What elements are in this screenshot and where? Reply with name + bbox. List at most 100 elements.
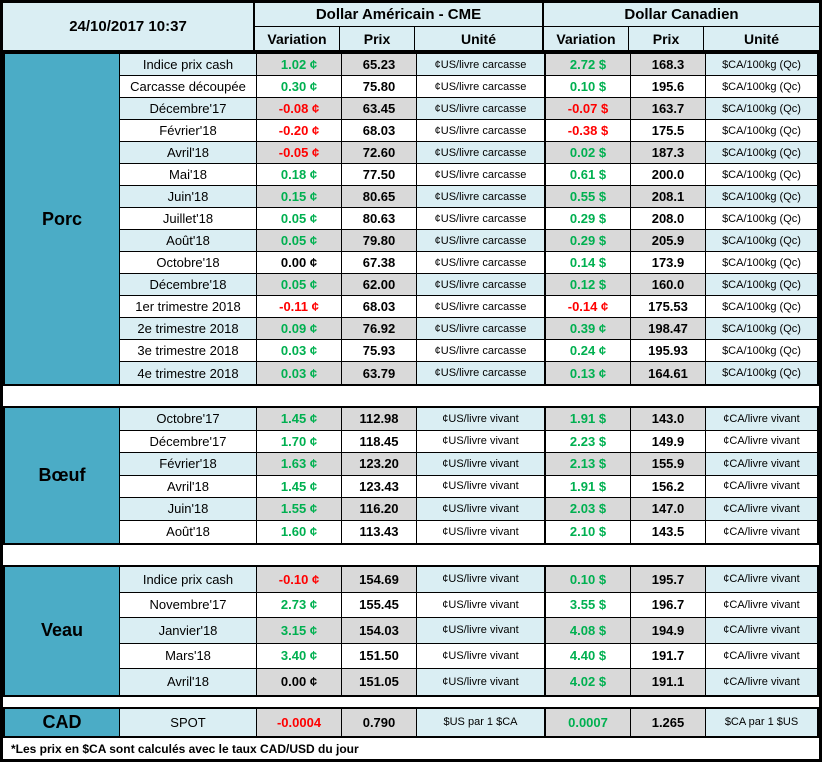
us-variation: -0.20 ¢ xyxy=(257,120,342,142)
us-unit: ¢US/livre vivant xyxy=(417,618,546,644)
ca-unit: ¢CA/livre vivant xyxy=(706,431,817,453)
row-label: SPOT xyxy=(120,708,257,736)
us-unit: ¢US/livre carcasse xyxy=(417,296,546,318)
us-price: 77.50 xyxy=(342,164,417,186)
ca-variation: 1.91 $ xyxy=(546,475,631,498)
ca-unit: $CA/100kg (Qc) xyxy=(706,164,817,186)
ca-dollar-group-header: Dollar Canadien xyxy=(544,3,819,27)
us-variation: -0.08 ¢ xyxy=(257,98,342,120)
us-unit: ¢US/livre carcasse xyxy=(417,274,546,296)
us-variation: 0.05 ¢ xyxy=(257,274,342,296)
ca-price: 143.0 xyxy=(631,408,706,431)
report-datetime: 24/10/2017 10:37 xyxy=(3,3,255,50)
ca-price: 155.9 xyxy=(631,453,706,476)
section-label-cad: CAD xyxy=(5,708,120,736)
us-price: 72.60 xyxy=(342,142,417,164)
us-price: 63.45 xyxy=(342,98,417,120)
us-unit: ¢US/livre vivant xyxy=(417,643,546,669)
ca-unit: $CA/100kg (Qc) xyxy=(706,296,817,318)
ca-unit: $CA/100kg (Qc) xyxy=(706,274,817,296)
section-gap xyxy=(3,386,819,406)
ca-unit: $CA/100kg (Qc) xyxy=(706,186,817,208)
ca-price: 191.1 xyxy=(631,669,706,695)
ca-unit: ¢CA/livre vivant xyxy=(706,498,817,521)
ca-variation: 0.29 $ xyxy=(546,230,631,252)
ca-variation: 0.55 $ xyxy=(546,186,631,208)
ca-price: 149.9 xyxy=(631,430,706,453)
us-variation: 1.45 ¢ xyxy=(257,408,342,431)
us-price: 75.80 xyxy=(342,76,417,98)
us-price: 123.43 xyxy=(342,475,417,498)
row-label: Avril'18 xyxy=(120,669,257,695)
section-gap xyxy=(3,696,819,707)
us-price: 79.80 xyxy=(342,230,417,252)
ca-price: 195.6 xyxy=(631,76,706,98)
ca-variation: -0.38 $ xyxy=(546,120,631,142)
ca-unit: $CA/100kg (Qc) xyxy=(706,98,817,120)
ca-price: 196.7 xyxy=(631,592,706,618)
row-label: Décembre'17 xyxy=(120,98,257,120)
us-price: 67.38 xyxy=(342,252,417,274)
us-variation: 0.05 ¢ xyxy=(257,208,342,230)
ca-price: 147.0 xyxy=(631,498,706,521)
us-variation: 0.00 ¢ xyxy=(257,669,342,695)
row-label: Août'18 xyxy=(120,230,257,252)
ca-price: 195.7 xyxy=(631,567,706,593)
ca-variation: 4.40 $ xyxy=(546,643,631,669)
row-label: 4e trimestre 2018 xyxy=(120,362,257,384)
row-label: Octobre'17 xyxy=(120,408,257,431)
us-price: 113.43 xyxy=(342,520,417,543)
ca-variation: 2.23 $ xyxy=(546,430,631,453)
ca-price: 195.93 xyxy=(631,340,706,362)
ca-variation: -0.07 $ xyxy=(546,98,631,120)
ca-variation: 4.08 $ xyxy=(546,618,631,644)
us-variation: 2.73 ¢ xyxy=(257,592,342,618)
us-unit: ¢US/livre carcasse xyxy=(417,164,546,186)
us-price: 65.23 xyxy=(342,54,417,76)
us-variation: 0.30 ¢ xyxy=(257,76,342,98)
ca-price: 160.0 xyxy=(631,274,706,296)
us-unit: ¢US/livre vivant xyxy=(417,408,546,431)
ca-unit: ¢CA/livre vivant xyxy=(706,618,817,644)
ca-variation: 3.55 $ xyxy=(546,592,631,618)
row-label: Août'18 xyxy=(120,520,257,543)
ca-variation: 0.10 $ xyxy=(546,76,631,98)
row-label: Février'18 xyxy=(120,120,257,142)
us-unit: ¢US/livre carcasse xyxy=(417,252,546,274)
ca-unit: ¢CA/livre vivant xyxy=(706,567,817,593)
ca-price: 205.9 xyxy=(631,230,706,252)
row-label: Octobre'18 xyxy=(120,252,257,274)
ca-variation: 2.10 $ xyxy=(546,520,631,543)
us-unit: ¢US/livre carcasse xyxy=(417,142,546,164)
us-price: 75.93 xyxy=(342,340,417,362)
ca-unit: $CA/100kg (Qc) xyxy=(706,54,817,76)
us-variation: 3.40 ¢ xyxy=(257,643,342,669)
ca-prix-column-header: Prix xyxy=(629,27,704,50)
us-price: 63.79 xyxy=(342,362,417,384)
us-price: 80.63 xyxy=(342,208,417,230)
section-label-veau: Veau xyxy=(5,567,120,695)
ca-price: 173.9 xyxy=(631,252,706,274)
ca-variation: 1.91 $ xyxy=(546,408,631,431)
us-unit: $US par 1 $CA xyxy=(417,708,546,736)
ca-price: 194.9 xyxy=(631,618,706,644)
us-price: 80.65 xyxy=(342,186,417,208)
us-variation: 1.63 ¢ xyxy=(257,453,342,476)
ca-price: 164.61 xyxy=(631,362,706,384)
ca-unit: ¢CA/livre vivant xyxy=(706,408,817,431)
ca-unit: ¢CA/livre vivant xyxy=(706,476,817,498)
ca-unit: ¢CA/livre vivant xyxy=(706,644,817,669)
ca-price: 163.7 xyxy=(631,98,706,120)
table-header: 24/10/2017 10:37 Dollar Américain - CME … xyxy=(3,3,819,52)
us-variation: 1.60 ¢ xyxy=(257,520,342,543)
ca-unit: $CA/100kg (Qc) xyxy=(706,340,817,362)
us-variation: 0.03 ¢ xyxy=(257,362,342,384)
ca-unit: ¢CA/livre vivant xyxy=(706,453,817,476)
ca-variation: 0.12 $ xyxy=(546,274,631,296)
ca-variation: 2.13 $ xyxy=(546,453,631,476)
ca-variation: 2.03 $ xyxy=(546,498,631,521)
ca-price: 208.0 xyxy=(631,208,706,230)
us-unite-column-header: Unité xyxy=(415,27,544,50)
section-veau: Veau Indice prix cash -0.10 ¢ 154.69 ¢US/liv… xyxy=(3,565,819,697)
